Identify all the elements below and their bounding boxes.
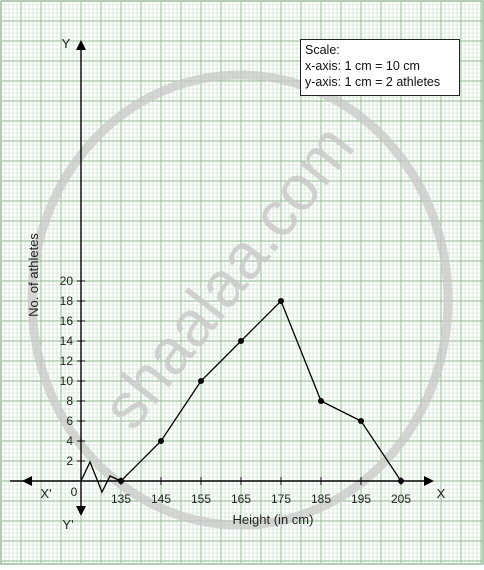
y-tick-label: 6	[66, 414, 73, 428]
x-neg-axis-letter: X'	[40, 486, 51, 501]
series	[118, 298, 404, 484]
x-tick-label: 145	[151, 492, 171, 506]
x-tick-label: 175	[271, 492, 291, 506]
data-point	[318, 398, 324, 404]
x-tick-label: 135	[111, 492, 131, 506]
y-axis-arrow	[76, 40, 86, 50]
scale-legend-box: Scale: x-axis: 1 cm = 10 cm y-axis: 1 cm…	[300, 39, 460, 96]
y-tick-label: 10	[60, 374, 74, 388]
x-tick-label: 195	[351, 492, 371, 506]
x-neg-axis-arrow	[22, 476, 32, 486]
x-tick-label: 185	[311, 492, 331, 506]
axis-break-zigzag	[80, 460, 122, 494]
x-axis-title: Height (in cm)	[233, 512, 314, 527]
y-axis-title: No. of athletes	[26, 233, 41, 317]
data-point	[278, 298, 284, 304]
watermark-circle	[27, 70, 453, 530]
y-tick-label: 12	[60, 354, 74, 368]
data-point	[398, 478, 404, 484]
x-tick-label: 155	[191, 492, 211, 506]
x-tick-label: 205	[391, 492, 411, 506]
data-point	[238, 338, 244, 344]
data-point	[158, 438, 164, 444]
y-tick-label: 2	[66, 454, 73, 468]
scale-y-axis: y-axis: 1 cm = 2 athletes	[305, 75, 441, 89]
scale-x-axis: x-axis: 1 cm = 10 cm	[305, 59, 420, 73]
x-axis-letter: X	[437, 486, 446, 501]
data-point	[118, 478, 124, 484]
y-axis-letter: Y	[62, 36, 71, 51]
data-point	[358, 418, 364, 424]
y-tick-label: 20	[60, 274, 74, 288]
y-tick-label: 4	[66, 434, 73, 448]
ticks: 135 145 155 165 175 185 195 205 2 4 6 8 10 12 14 16 18 20	[60, 274, 412, 506]
x-axis-arrow	[424, 476, 434, 486]
scale-title: Scale:	[305, 43, 340, 57]
data-point	[198, 378, 204, 384]
y-neg-axis-arrow	[76, 506, 86, 516]
y-tick-label: 18	[60, 294, 74, 308]
origin-label: 0	[71, 485, 78, 499]
series-line	[120, 299, 402, 482]
y-tick-label: 14	[60, 334, 74, 348]
y-neg-axis-letter: Y'	[62, 517, 73, 532]
y-tick-label: 16	[60, 314, 74, 328]
y-tick-label: 8	[66, 394, 73, 408]
axes: X X' Y Y' 0	[10, 36, 446, 532]
x-tick-label: 165	[231, 492, 251, 506]
